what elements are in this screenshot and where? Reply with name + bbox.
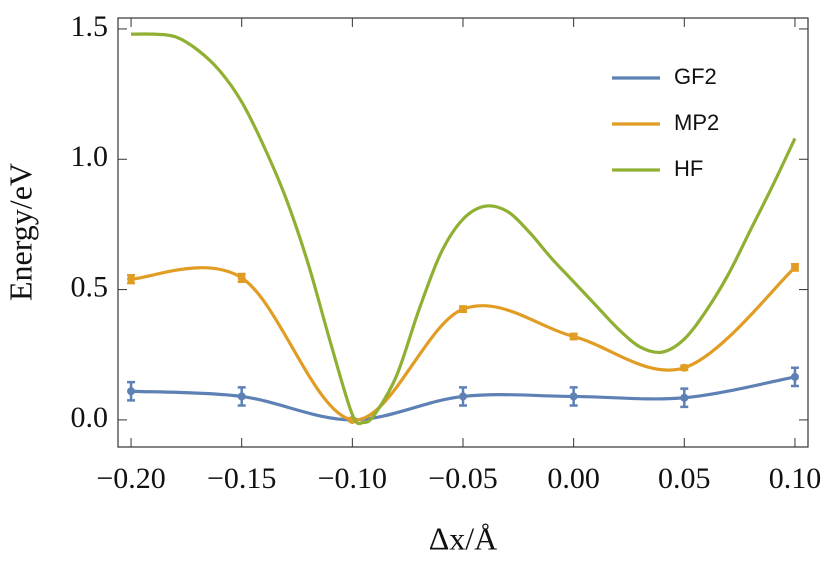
- data-point: [790, 263, 799, 272]
- x-tick-label: −0.15: [207, 462, 276, 495]
- y-tick-label: 1.0: [71, 140, 109, 173]
- data-point: [459, 392, 467, 401]
- x-tick-label: −0.10: [318, 462, 387, 495]
- x-tick-label: 0.10: [769, 462, 822, 495]
- data-point: [237, 392, 246, 401]
- data-point: [459, 305, 467, 314]
- x-tick-label: −0.05: [428, 462, 497, 495]
- x-tick-label: 0.05: [658, 462, 711, 495]
- data-point: [569, 392, 578, 401]
- legend-label: GF2: [674, 64, 717, 89]
- y-tick-label: 1.5: [71, 10, 109, 43]
- data-point: [569, 332, 578, 341]
- data-point: [237, 273, 246, 282]
- data-point: [127, 275, 136, 284]
- data-point: [790, 372, 799, 381]
- legend-label: MP2: [674, 110, 719, 135]
- series-line: [131, 32, 797, 426]
- data-point: [127, 387, 136, 396]
- x-tick-label: 0.00: [547, 462, 600, 495]
- x-tick-label: −0.20: [96, 462, 165, 495]
- legend-label: HF: [674, 156, 703, 181]
- y-axis-label: Energy/eV: [2, 163, 38, 301]
- data-point: [680, 363, 689, 372]
- data-point: [680, 393, 689, 402]
- y-tick-label: 0.0: [71, 401, 109, 434]
- y-tick-label: 0.5: [71, 270, 109, 303]
- x-axis-label: Δx/Å: [429, 520, 498, 556]
